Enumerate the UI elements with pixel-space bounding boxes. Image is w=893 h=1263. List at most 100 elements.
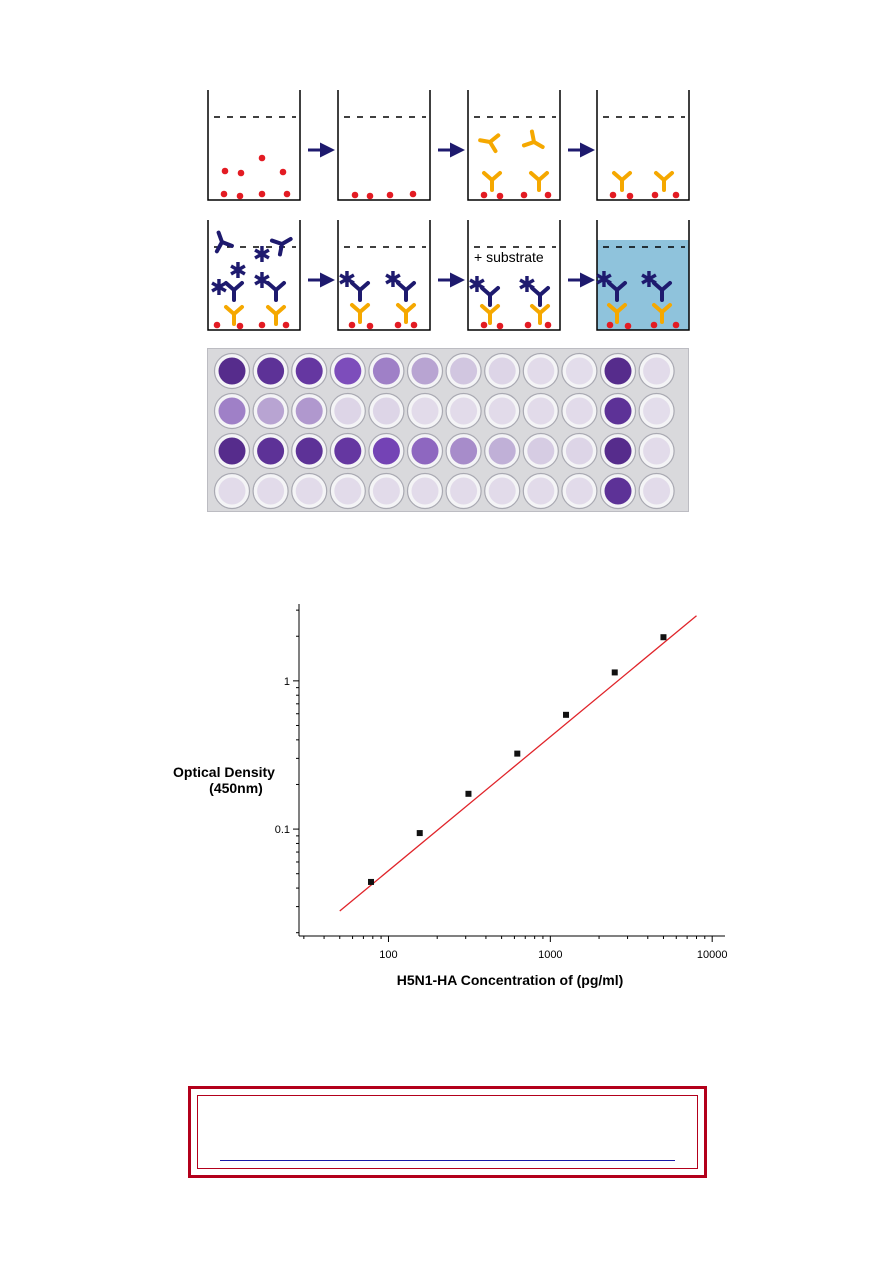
detection-antibody [224,281,244,302]
antigen-dot [283,190,291,198]
antigen-dot [409,190,417,198]
enzyme-label-icon: ✱ [384,268,402,293]
plate-well-fill [643,437,671,465]
antigen-dot [524,321,532,329]
antigen-dot [366,322,374,330]
antigen-dot [496,192,504,200]
capture-antibody [529,171,549,192]
well [337,90,431,201]
standard-curve-chart: 100 1000 10000 0.1 1 Optical Density (450nm)… [173,604,727,988]
antigen-dot [650,321,658,329]
plate-well-fill [488,477,516,505]
antigen-dot [544,321,552,329]
antigen-dot [609,191,617,199]
antigen-dot [480,321,488,329]
detection-antibody [652,281,672,302]
capture-antibody [482,171,502,192]
capture-antibody [478,133,501,154]
antigen-dot [351,191,359,199]
enzyme-label-icon: ✱ [640,268,658,293]
well-steps: ✱✱✱ ✱ ✱ ✱ ✱ ✱ ✱ ✱ [207,90,690,331]
enzyme-label-icon: ✱ [468,273,486,298]
notice-box [188,1086,707,1178]
antigen-dot [236,322,244,330]
well [207,220,301,331]
plate-well-fill [565,477,593,505]
plate-well-fill [218,477,246,505]
plate-well-fill [372,397,400,425]
substrate-label: + substrate [474,249,544,265]
detection-antibody [214,230,234,254]
plate-well-fill [450,477,478,505]
detection-antibody [396,281,416,302]
capture-antibody [607,303,627,324]
plate-well-fill [411,437,439,465]
enzyme-label-icon: ✱ [338,268,356,293]
plate-well-fill [527,477,555,505]
plate-well-fill [218,357,246,385]
antigen-dot [480,191,488,199]
plate-well-fill [643,477,671,505]
plate-well-fill [372,357,400,385]
well [467,220,561,331]
plate-well-fill [257,397,285,425]
plate-well-fill [450,357,478,385]
capture-antibody [224,305,244,326]
microplate-photo [207,348,689,512]
detection-antibody [607,281,627,302]
antigen-dot [394,321,402,329]
plate-well-fill [643,357,671,385]
y-axis-title-line1: Optical Density [173,764,275,780]
data-point [368,878,375,885]
capture-antibody [612,171,632,192]
detection-antibody [350,281,370,302]
detection-antibody [266,281,286,302]
notice-link[interactable] [220,1146,675,1161]
detection-antibody [480,286,500,307]
plate-well-fill [295,437,323,465]
antigen-dot [258,321,266,329]
enzyme-label-icon: ✱ [253,269,271,294]
capture-antibody [266,305,286,326]
data-point [416,830,423,837]
plate-well-fill [372,437,400,465]
antigen-dot [366,192,374,200]
plate-well-fill [372,477,400,505]
plate-well-fill [334,477,362,505]
plate-well-fill [411,397,439,425]
plate-well-fill [295,397,323,425]
detection-antibody [269,237,293,257]
data-point [611,669,618,676]
y-tick-label: 0.1 [275,824,290,836]
enzyme-label-icon: ✱ [518,273,536,298]
plate-well-fill [450,437,478,465]
antigen-dot [258,154,266,162]
antigen-dot [221,167,229,175]
y-tick-label: 1 [284,676,290,688]
capture-antibody [396,303,416,324]
plate-well-fill [450,397,478,425]
plate-well-fill [604,477,632,505]
plate-well-fill [218,397,246,425]
antigen-dot [237,169,245,177]
x-tick-label: 100 [379,949,397,961]
plate-well-fill [257,357,285,385]
enzyme-label-icon: ✱ [210,276,228,301]
plate-well-fill [257,437,285,465]
elisa-diagram: ✱✱✱ ✱ ✱ ✱ ✱ ✱ ✱ ✱ + substrate [207,90,690,331]
plate-well-fill [565,397,593,425]
enzyme-label-icon: ✱ [253,243,271,268]
antigen-dot [213,321,221,329]
plate-well-fill [604,437,632,465]
well [467,90,561,201]
antigen-dot [672,191,680,199]
well [337,220,431,331]
capture-antibody [652,303,672,324]
plate-well-fill [527,437,555,465]
antigen-dot [496,322,504,330]
plate-well-fill [565,437,593,465]
plate-well-fill [643,397,671,425]
enzyme-label-icon: ✱ [229,259,247,284]
antigen-dot [220,190,228,198]
antigen-dot [258,190,266,198]
